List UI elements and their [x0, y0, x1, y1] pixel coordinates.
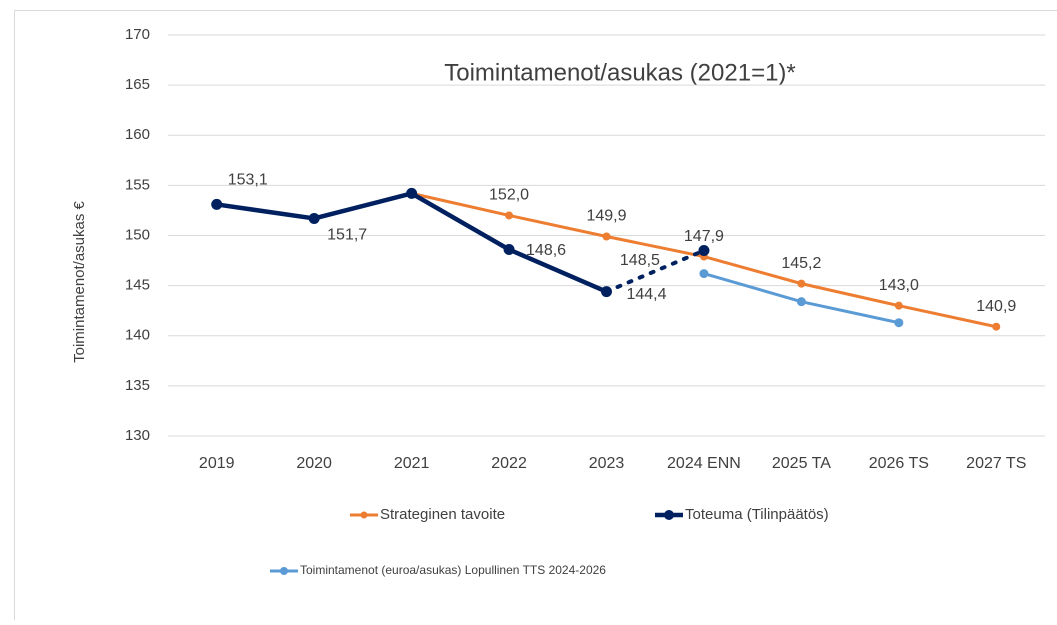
data-label: 148,6: [526, 242, 566, 259]
series-marker: [894, 318, 903, 327]
data-label: 152,0: [489, 187, 529, 204]
series-marker: [601, 286, 612, 297]
y-tick-label: 130: [125, 427, 150, 444]
data-label: 147,9: [684, 228, 724, 245]
y-tick-label: 145: [125, 277, 150, 294]
y-tick-label: 140: [125, 327, 150, 344]
data-label: 145,2: [781, 255, 821, 272]
x-tick-label: 2022: [491, 455, 527, 472]
series-marker: [698, 245, 709, 256]
legend-marker: [361, 512, 368, 519]
series-marker: [211, 199, 222, 210]
x-tick-label: 2025 TA: [772, 455, 831, 472]
series-marker: [992, 323, 1000, 331]
legend-marker: [280, 567, 288, 575]
y-tick-label: 165: [125, 76, 150, 93]
x-tick-label: 2027 TS: [966, 455, 1026, 472]
x-tick-label: 2024 ENN: [667, 455, 741, 472]
series-marker: [797, 297, 806, 306]
data-label: 148,5: [620, 252, 660, 269]
legend-label: Toimintamenot (euroa/asukas) Lopullinen …: [300, 563, 606, 577]
data-label: 151,7: [327, 227, 367, 244]
y-tick-label: 150: [125, 226, 150, 243]
series-marker: [504, 244, 515, 255]
x-tick-label: 2026 TS: [869, 455, 929, 472]
series-marker: [895, 302, 903, 310]
series-marker: [406, 188, 417, 199]
y-tick-label: 155: [125, 176, 150, 193]
legend-marker: [664, 510, 674, 520]
y-tick-label: 170: [125, 26, 150, 43]
series-marker: [797, 280, 805, 288]
chart-border: [15, 11, 1057, 621]
data-label: 144,4: [626, 286, 666, 303]
data-label: 149,9: [586, 208, 626, 225]
x-tick-label: 2020: [296, 455, 332, 472]
series-marker: [603, 233, 611, 241]
data-label: 140,9: [976, 298, 1016, 315]
x-tick-label: 2021: [394, 455, 430, 472]
y-axis-label: Toimintamenot/asukas €: [71, 200, 88, 362]
x-tick-label: 2019: [199, 455, 235, 472]
y-tick-label: 160: [125, 126, 150, 143]
series-marker: [505, 211, 513, 219]
data-label: 153,1: [228, 172, 268, 189]
data-label: 143,0: [879, 277, 919, 294]
chart-title: Toimintamenot/asukas (2021=1)*: [444, 59, 796, 86]
y-tick-label: 135: [125, 377, 150, 394]
x-tick-label: 2023: [589, 455, 625, 472]
series-marker: [309, 213, 320, 224]
legend-label: Toteuma (Tilinpäätös): [685, 506, 829, 523]
legend-label: Strateginen tavoite: [380, 506, 505, 523]
series-marker: [699, 269, 708, 278]
